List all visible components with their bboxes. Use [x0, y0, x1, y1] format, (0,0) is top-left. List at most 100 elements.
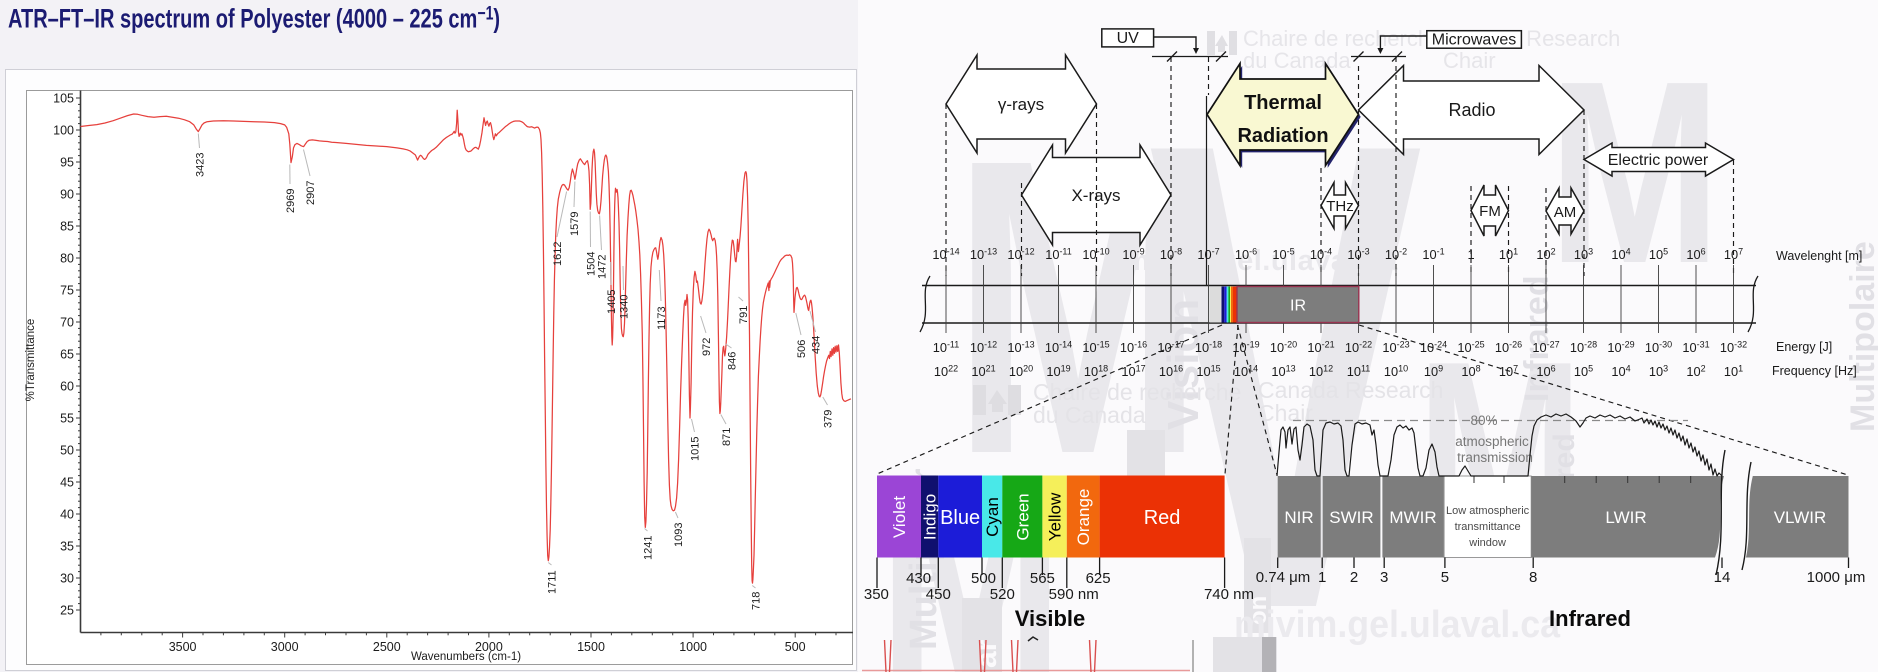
svg-text:THz: THz: [1326, 198, 1354, 215]
svg-text:50: 50: [60, 443, 74, 457]
svg-text:5: 5: [1441, 569, 1449, 586]
svg-text:Indigo: Indigo: [921, 494, 940, 540]
svg-text:625: 625: [1086, 570, 1111, 587]
svg-text:UV: UV: [1117, 30, 1140, 47]
svg-text:1: 1: [1467, 247, 1474, 262]
svg-text:506: 506: [796, 340, 808, 358]
svg-text:on: on: [1245, 596, 1272, 625]
svg-text:Thermal: Thermal: [1244, 92, 1322, 114]
svg-text:1612: 1612: [552, 242, 564, 266]
svg-text:Microwaves: Microwaves: [1432, 32, 1516, 49]
svg-text:1241: 1241: [643, 536, 655, 560]
svg-text:590 nm: 590 nm: [1049, 586, 1099, 603]
svg-text:972: 972: [701, 338, 713, 356]
svg-text:70: 70: [60, 315, 74, 329]
svg-text:Visible: Visible: [1015, 606, 1086, 631]
svg-text:3000: 3000: [271, 640, 299, 654]
svg-text:ATR–FT–IR spectrum of Polyeste: ATR–FT–IR spectrum of Polyester (4000 – …: [8, 2, 500, 34]
svg-text:791: 791: [738, 306, 750, 324]
svg-text:1711: 1711: [547, 570, 559, 594]
svg-text:80: 80: [60, 251, 74, 265]
svg-text:60: 60: [60, 379, 74, 393]
svg-text:Green: Green: [1013, 493, 1032, 540]
svg-text:1173: 1173: [656, 306, 668, 330]
svg-text:1579: 1579: [569, 212, 581, 236]
svg-text:500: 500: [971, 570, 996, 587]
svg-text:Infrared: Infrared: [1549, 606, 1631, 631]
svg-text:80%: 80%: [1470, 413, 1497, 428]
svg-text:Chaire de recherche: Chaire de recherche: [1033, 379, 1241, 405]
svg-text:1093: 1093: [673, 523, 685, 547]
svg-text:718: 718: [751, 592, 763, 610]
svg-text:Violet: Violet: [890, 496, 909, 538]
svg-text:Canada Research: Canada Research: [1258, 377, 1443, 403]
svg-text:40: 40: [60, 507, 74, 521]
svg-text:du Canada: du Canada: [1243, 48, 1351, 73]
svg-text:Multipolaire: Multipolaire: [1844, 241, 1878, 432]
svg-text:1015: 1015: [690, 437, 702, 461]
svg-text:NIR: NIR: [1284, 508, 1313, 527]
svg-text:8: 8: [1529, 569, 1537, 586]
svg-text:Wavenumbers (cm-1): Wavenumbers (cm-1): [411, 651, 521, 663]
svg-text:1405: 1405: [606, 290, 618, 314]
svg-text:Radio: Radio: [1448, 100, 1495, 120]
svg-text:0.74 μm: 0.74 μm: [1256, 569, 1311, 586]
svg-text:65: 65: [60, 347, 74, 361]
svg-text:du Canada: du Canada: [1033, 402, 1146, 428]
svg-text:LWIR: LWIR: [1605, 508, 1646, 527]
svg-text:Chair: Chair: [1258, 400, 1313, 426]
svg-text:Chaire de recherche: Chaire de recherche: [1243, 26, 1442, 51]
svg-text:430: 430: [906, 570, 931, 587]
svg-text:450: 450: [926, 586, 951, 603]
svg-text:Orange: Orange: [1074, 489, 1093, 546]
svg-text:871: 871: [721, 428, 733, 446]
svg-text:350: 350: [864, 586, 889, 603]
svg-text:transmittance: transmittance: [1455, 521, 1521, 533]
svg-text:35: 35: [60, 539, 74, 553]
svg-text:%Transmittance: %Transmittance: [25, 319, 37, 402]
svg-text:3: 3: [1380, 569, 1388, 586]
svg-text:AM: AM: [1554, 204, 1577, 221]
svg-text:2500: 2500: [373, 640, 401, 654]
svg-text:520: 520: [990, 586, 1015, 603]
svg-text:105: 105: [53, 91, 74, 105]
svg-text:95: 95: [60, 155, 74, 169]
svg-text:25: 25: [60, 603, 74, 617]
svg-text:IR: IR: [1290, 298, 1306, 315]
svg-text:Blue: Blue: [940, 507, 980, 529]
svg-text:500: 500: [785, 640, 806, 654]
svg-text:2000: 2000: [475, 640, 503, 654]
svg-text:M: M: [1416, 302, 1584, 615]
svg-text:85: 85: [60, 219, 74, 233]
svg-text:45: 45: [60, 475, 74, 489]
svg-text:30: 30: [60, 571, 74, 585]
svg-text:Energy [J]: Energy [J]: [1776, 340, 1832, 354]
svg-text:1504: 1504: [586, 252, 598, 276]
svg-text:379: 379: [823, 410, 835, 428]
svg-text:14: 14: [1714, 569, 1731, 586]
svg-text:Vision: Vision: [1159, 299, 1208, 430]
svg-text:Frequency [Hz]: Frequency [Hz]: [1772, 364, 1857, 378]
svg-text:Infrared: Infrared: [1518, 275, 1556, 402]
svg-text:1000: 1000: [679, 640, 707, 654]
svg-text:VLWIR: VLWIR: [1774, 508, 1827, 527]
svg-text:434: 434: [811, 336, 823, 354]
svg-text:Wavelenght [m]: Wavelenght [m]: [1776, 249, 1862, 263]
svg-text:atmospheric: atmospheric: [1455, 434, 1529, 449]
svg-text:2969: 2969: [285, 189, 297, 213]
svg-text:FM: FM: [1479, 203, 1501, 220]
svg-text:3500: 3500: [169, 640, 197, 654]
svg-text:2907: 2907: [305, 181, 317, 205]
svg-text:Red: Red: [1144, 507, 1181, 529]
svg-text:1000 μm: 1000 μm: [1807, 569, 1866, 586]
svg-text:Yellow: Yellow: [1046, 492, 1065, 541]
svg-text:100: 100: [53, 123, 74, 137]
svg-text:1340: 1340: [619, 295, 631, 319]
svg-text:846: 846: [727, 352, 739, 370]
svg-text:1472: 1472: [597, 255, 609, 279]
svg-text:565: 565: [1030, 570, 1055, 587]
svg-text:3423: 3423: [195, 153, 207, 177]
svg-text:SWIR: SWIR: [1329, 508, 1373, 527]
svg-text:740 nm: 740 nm: [1204, 586, 1254, 603]
svg-text:mivim.gel.ulaval.ca: mivim.gel.ulaval.ca: [1124, 245, 1398, 277]
